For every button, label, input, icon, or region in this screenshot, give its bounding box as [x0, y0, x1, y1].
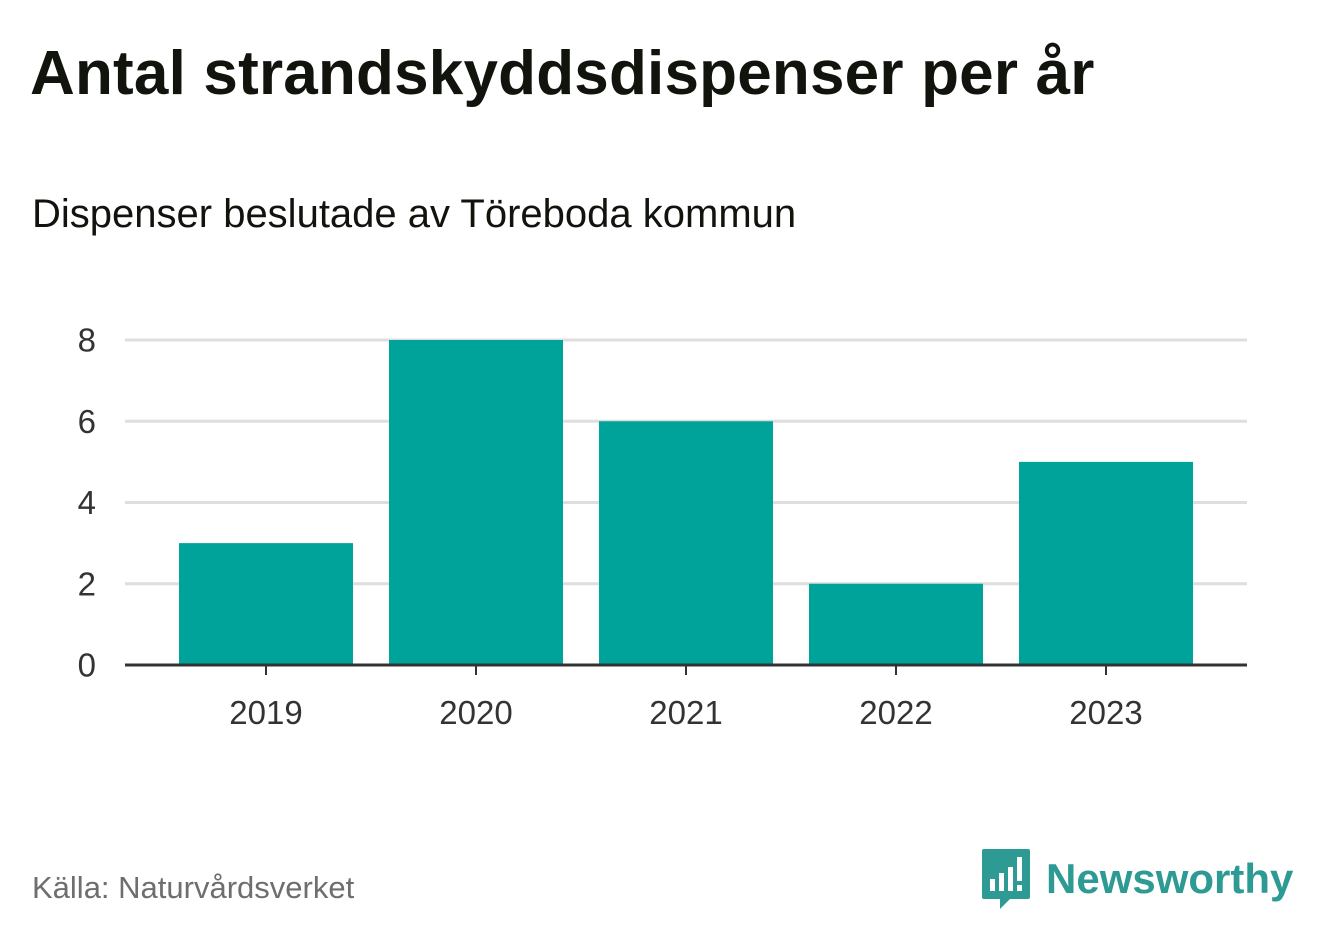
x-tick-label-2021: 2021	[649, 694, 722, 731]
bar-2019	[179, 543, 353, 665]
x-axis: 2019 2020 2021 2022 2023	[125, 663, 1247, 731]
x-tick-label-2023: 2023	[1069, 694, 1142, 731]
y-tick-label-6: 6	[78, 403, 96, 440]
x-tick-label-2022: 2022	[859, 694, 932, 731]
newsworthy-logo-icon	[982, 849, 1030, 909]
bar-2021	[599, 421, 773, 665]
chart-title: Antal strandskyddsdispenser per år	[30, 39, 1095, 108]
bars	[179, 340, 1193, 665]
y-axis-tick-labels: 0 2 4 6 8	[78, 322, 96, 684]
x-tick-label-2020: 2020	[439, 694, 512, 731]
source-credit: Källa: Naturvårdsverket	[32, 870, 355, 905]
y-tick-label-0: 0	[78, 647, 96, 684]
y-tick-label-4: 4	[78, 484, 96, 521]
y-tick-label-8: 8	[78, 322, 96, 359]
brand-name: Newsworthy	[1046, 855, 1294, 902]
bar-2023	[1019, 461, 1193, 665]
bar-2020	[389, 340, 563, 665]
brand-logo[interactable]: Newsworthy	[980, 846, 1293, 912]
bar-2022	[809, 583, 983, 665]
y-tick-label-2: 2	[78, 565, 96, 602]
x-tick-label-2019: 2019	[229, 694, 302, 731]
chart-subtitle: Dispenser beslutade av Töreboda kommun	[32, 192, 797, 236]
